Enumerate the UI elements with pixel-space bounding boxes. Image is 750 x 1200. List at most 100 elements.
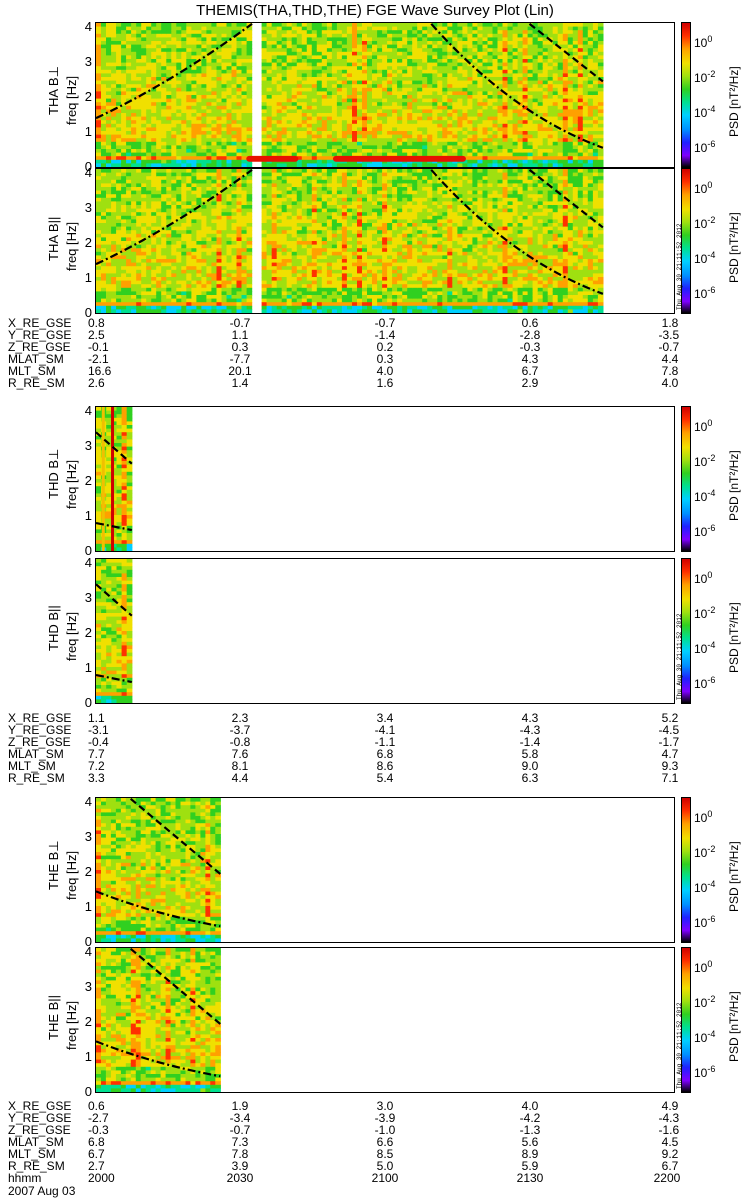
- heatmap-cell: [121, 41, 127, 46]
- heatmap-cell: [321, 138, 328, 143]
- heatmap-cell: [487, 77, 494, 82]
- heatmap-cell: [96, 141, 102, 146]
- heatmap-cell: [176, 248, 182, 253]
- heatmap-cell: [241, 77, 248, 82]
- heatmap-cell: [497, 80, 504, 85]
- heatmap-cell: [126, 95, 132, 100]
- heatmap-cell: [161, 87, 167, 92]
- heatmap-cell: [236, 33, 243, 38]
- heatmap-cell: [372, 37, 378, 42]
- heatmap-cell: [176, 187, 182, 192]
- heatmap-cell: [226, 55, 233, 60]
- heatmap-cell: [161, 26, 167, 31]
- heatmap-cell: [522, 109, 529, 114]
- heatmap-cell: [101, 138, 107, 143]
- heatmap-cell: [221, 102, 228, 107]
- heatmap-cell: [577, 156, 584, 161]
- heatmap-cell: [477, 131, 483, 136]
- heatmap-cell: [582, 105, 589, 110]
- heatmap-cell: [532, 134, 539, 139]
- heatmap-cell: [487, 131, 494, 136]
- heatmap-cell: [291, 84, 298, 89]
- heatmap-cell: [542, 98, 549, 103]
- heatmap-cell: [311, 77, 318, 82]
- heatmap-cell: [311, 159, 318, 164]
- heatmap-cell: [226, 33, 233, 38]
- heatmap-cell: [146, 183, 152, 188]
- heatmap-cell: [151, 23, 157, 28]
- heatmap-cell: [146, 149, 152, 154]
- heatmap-cell: [547, 145, 554, 150]
- heatmap-cell: [357, 59, 363, 64]
- heatmap-cell: [191, 149, 197, 154]
- heatmap-cell: [367, 37, 373, 42]
- heatmap-cell: [156, 295, 162, 300]
- heatmap-cell: [101, 287, 107, 292]
- heatmap-cell: [326, 55, 333, 60]
- heatmap-cell: [186, 305, 192, 310]
- heatmap-cell: [301, 30, 308, 35]
- heatmap-cell: [407, 87, 413, 92]
- heatmap-cell: [547, 163, 554, 167]
- heatmap-cell: [116, 187, 122, 192]
- heatmap-cell: [96, 23, 102, 28]
- heatmap-cell: [126, 187, 132, 192]
- heatmap-cell: [156, 138, 162, 143]
- heatmap-cell: [141, 233, 147, 238]
- heatmap-cell: [126, 159, 132, 164]
- heatmap-cell: [352, 131, 358, 136]
- heatmap-cell: [331, 48, 338, 53]
- heatmap-cell: [311, 48, 318, 53]
- heatmap-cell: [382, 120, 388, 125]
- heatmap-cell: [101, 55, 107, 60]
- heatmap-cell: [547, 87, 554, 92]
- heatmap-cell: [96, 62, 102, 67]
- heatmap-cell: [442, 102, 448, 107]
- heatmap-cell: [116, 30, 122, 35]
- heatmap-cell: [286, 116, 293, 121]
- heatmap-cell: [196, 73, 202, 78]
- heatmap-cell: [216, 59, 223, 64]
- heatmap-cell: [522, 84, 529, 89]
- heatmap-cell: [326, 116, 333, 121]
- heatmap-cell: [542, 91, 549, 96]
- heatmap-cell: [517, 105, 524, 110]
- heatmap-cell: [166, 44, 172, 49]
- heatmap-cell: [211, 163, 217, 167]
- heatmap-cell: [382, 123, 388, 128]
- heatmap-cell: [367, 134, 373, 139]
- heatmap-cell: [597, 149, 604, 154]
- heatmap-cell: [206, 302, 212, 307]
- heatmap-cell: [447, 62, 453, 67]
- heatmap-cell: [136, 201, 142, 206]
- heatmap-cell: [111, 62, 117, 67]
- heatmap-cell: [547, 127, 554, 132]
- heatmap-cell: [497, 23, 504, 28]
- heatmap-cell: [281, 141, 288, 146]
- heatmap-cell: [382, 127, 388, 132]
- heatmap-cell: [126, 277, 132, 282]
- heatmap-cell: [291, 98, 298, 103]
- heatmap-cell: [447, 116, 453, 121]
- heatmap-cell: [487, 41, 494, 46]
- heatmap-cell: [196, 55, 202, 60]
- heatmap-cell: [291, 48, 298, 53]
- heatmap-cell: [141, 109, 147, 114]
- heatmap-cell: [407, 59, 413, 64]
- heatmap-cell: [146, 120, 152, 125]
- heatmap-cell: [382, 113, 388, 118]
- heatmap-cell: [246, 69, 253, 74]
- heatmap-cell: [191, 305, 197, 310]
- heatmap-cell: [457, 80, 463, 85]
- heatmap-cell: [372, 123, 378, 128]
- heatmap-cell: [457, 141, 463, 146]
- heatmap-cell: [427, 91, 433, 96]
- heatmap-cell: [462, 87, 468, 92]
- heatmap-cell: [402, 113, 408, 118]
- heatmap-cell: [527, 80, 534, 85]
- heatmap-cell: [141, 131, 147, 136]
- heatmap-cell: [452, 84, 458, 89]
- heatmap-cell: [261, 145, 268, 150]
- heatmap-cell: [467, 145, 473, 150]
- heatmap-cell: [166, 159, 172, 164]
